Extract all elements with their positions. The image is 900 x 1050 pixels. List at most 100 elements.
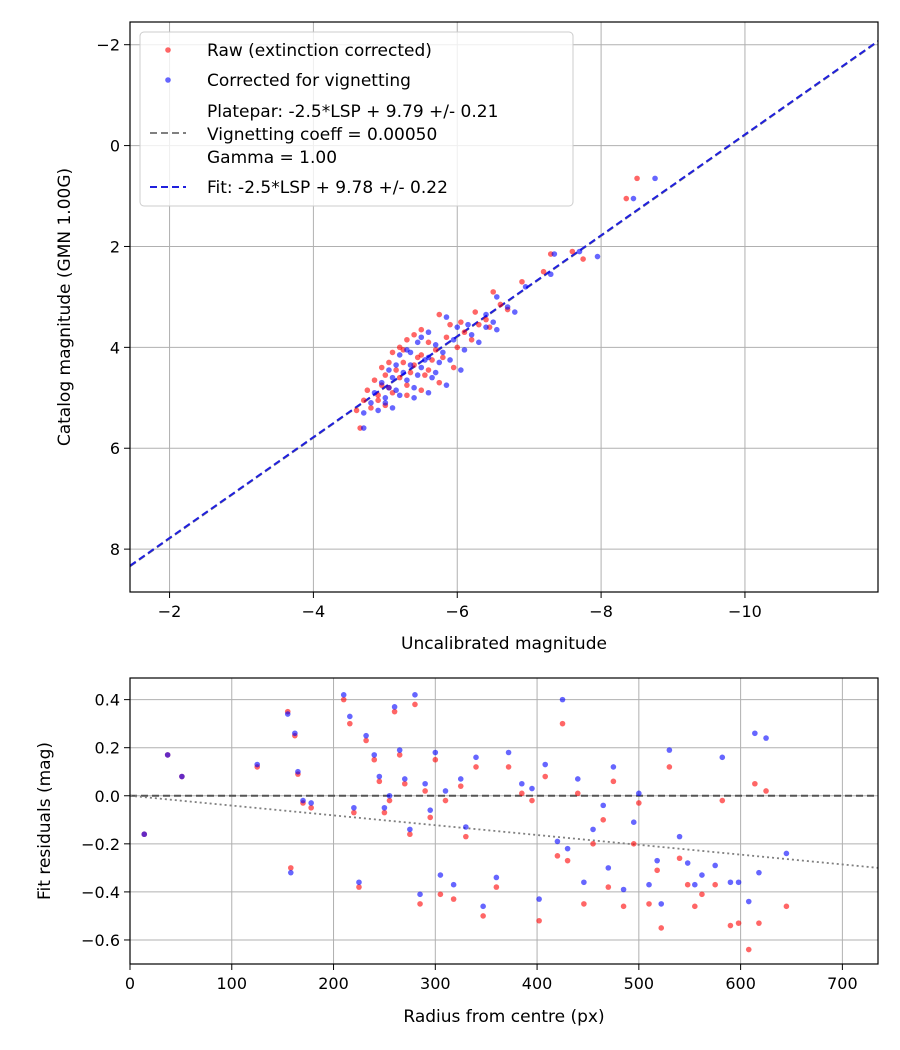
bottom-chart-data-point — [719, 754, 726, 761]
top-chart-data-point — [436, 311, 443, 318]
bottom-chart-data-point — [401, 780, 408, 787]
bottom-chart-data-point — [727, 879, 734, 886]
top-chart-data-point — [386, 367, 392, 373]
bottom-chart-data-point — [699, 891, 705, 898]
top-chart-data-point — [418, 334, 425, 341]
bottom-chart-data-point — [407, 831, 413, 838]
bottom-chart-data-point — [463, 824, 469, 830]
top-chart-data-point — [497, 301, 504, 308]
bottom-chart-data-point — [347, 713, 353, 720]
bottom-chart-data-point — [412, 692, 418, 698]
legend-fit-label: Fit: -2.5*LSP + 9.78 +/- 0.22 — [207, 178, 448, 198]
top-chart-data-point — [432, 347, 439, 353]
top-chart-data-point — [418, 387, 425, 394]
bottom-chart-data-point — [457, 776, 464, 782]
bottom-chart-data-point — [574, 776, 581, 782]
top-chart-data-point — [630, 195, 637, 202]
top-chart-data-point — [375, 397, 381, 404]
bottom-chart-data-point — [646, 881, 652, 888]
bottom-chart-data-point — [712, 881, 718, 888]
legend-raw-marker — [165, 47, 171, 53]
top-chart-data-point — [411, 331, 417, 338]
top-chart-data-point — [432, 369, 439, 376]
top-chart-data-point — [490, 289, 497, 295]
bottom-chart-ticks: 0 100 200 300 400 500 600 700 0.4 0.2 0.0 −0.2 −0.4 −… — [81, 691, 858, 993]
bottom-chart-data-point — [519, 780, 525, 787]
bottom-chart-x-tick-label: 200 — [318, 974, 349, 993]
bottom-chart-data-point — [386, 797, 393, 804]
bottom-chart-data-point — [658, 925, 665, 931]
bottom-chart-data-point — [620, 886, 627, 893]
bottom-chart-data-point — [347, 720, 353, 727]
bottom-chart-data-point — [636, 790, 642, 797]
bottom-chart-y-tick-label: 0.2 — [95, 739, 120, 758]
bottom-chart-data-point — [654, 867, 660, 874]
top-chart-data-point — [360, 410, 367, 416]
bottom-chart-data-point — [658, 901, 665, 907]
bottom-chart-data-point — [363, 732, 369, 739]
bottom-chart-data-point — [308, 804, 314, 811]
top-chart-data-point — [393, 367, 399, 373]
top-chart-data-point — [483, 324, 489, 330]
top-chart-data-point — [389, 405, 396, 411]
legend-box — [139, 31, 574, 207]
top-chart-data-point — [382, 394, 389, 401]
bottom-chart-data-point — [581, 879, 587, 886]
bottom-chart-data-point — [287, 865, 294, 871]
top-chart-data-point — [407, 369, 414, 376]
top-chart-data-point — [450, 364, 457, 371]
bottom-chart-data-point — [590, 826, 596, 833]
bottom-chart-data-point — [463, 833, 469, 840]
bottom-chart-data-point — [564, 857, 571, 864]
top-chart-data-point — [404, 392, 410, 399]
bottom-chart-data-point — [783, 903, 790, 910]
bottom-chart-data-point — [356, 884, 362, 890]
bottom-chart-data-point — [554, 838, 561, 845]
top-chart-data-point — [652, 175, 658, 182]
magnitude-calibration-chart: −2 −4 −6 −8 −10 −2 0 2 4 6 8 Uncalibrated magnitud… — [55, 21, 879, 654]
top-chart-data-point — [443, 382, 450, 388]
top-chart-data-point — [396, 374, 403, 381]
bottom-chart-x-tick-label: 100 — [216, 974, 247, 993]
top-chart-data-point — [360, 397, 367, 404]
bottom-chart-data-point — [422, 780, 428, 787]
bottom-chart-data-point — [666, 747, 673, 753]
top-chart-data-point — [404, 336, 410, 343]
bottom-chart-x-tick-label: 600 — [725, 974, 756, 993]
top-chart-data-point — [425, 389, 432, 396]
bottom-chart-data-point — [417, 891, 423, 898]
top-chart-data-point — [494, 294, 500, 300]
top-chart-data-point — [404, 377, 410, 383]
legend-platepar-label-line-2: Vignetting coeff = 0.00050 — [207, 125, 437, 145]
bottom-chart-data-point — [427, 807, 434, 813]
bottom-chart-data-point — [542, 773, 549, 780]
bottom-chart-data-point — [473, 754, 479, 761]
top-chart-data-point — [396, 392, 403, 399]
top-chart-legend: Raw (extinction corrected) Corrected for… — [139, 31, 574, 207]
bottom-chart-data-point — [752, 780, 758, 787]
top-chart-data-point — [450, 336, 457, 343]
top-chart-data-point — [476, 321, 482, 328]
bottom-chart-data-point — [480, 913, 486, 919]
bottom-chart-data-point — [646, 901, 652, 907]
top-chart-data-point — [483, 316, 489, 323]
top-chart-ticks: −2 −4 −6 −8 −10 −2 0 2 4 6 8 — [96, 36, 761, 621]
top-chart-data-point — [494, 326, 500, 333]
top-chart-data-point — [425, 339, 432, 346]
top-chart-data-point — [389, 349, 396, 356]
bottom-chart-y-tick-label: −0.4 — [81, 883, 120, 902]
bottom-chart-data-point — [351, 804, 357, 811]
bottom-chart-data-point — [763, 788, 769, 794]
top-chart-data-point — [389, 374, 396, 381]
top-chart-data-point — [396, 352, 403, 358]
bottom-chart-data-point — [480, 903, 486, 910]
bottom-chart-data-point — [407, 826, 413, 833]
bottom-chart-data-point — [396, 752, 403, 758]
bottom-chart-data-point — [442, 788, 449, 794]
bottom-chart-data-point — [351, 809, 357, 816]
bottom-chart-data-point — [581, 901, 587, 907]
bottom-chart-data-point — [505, 749, 512, 756]
bottom-chart-data-point — [756, 869, 762, 876]
bottom-chart-data-point — [376, 778, 383, 785]
top-chart-data-point — [443, 314, 450, 320]
